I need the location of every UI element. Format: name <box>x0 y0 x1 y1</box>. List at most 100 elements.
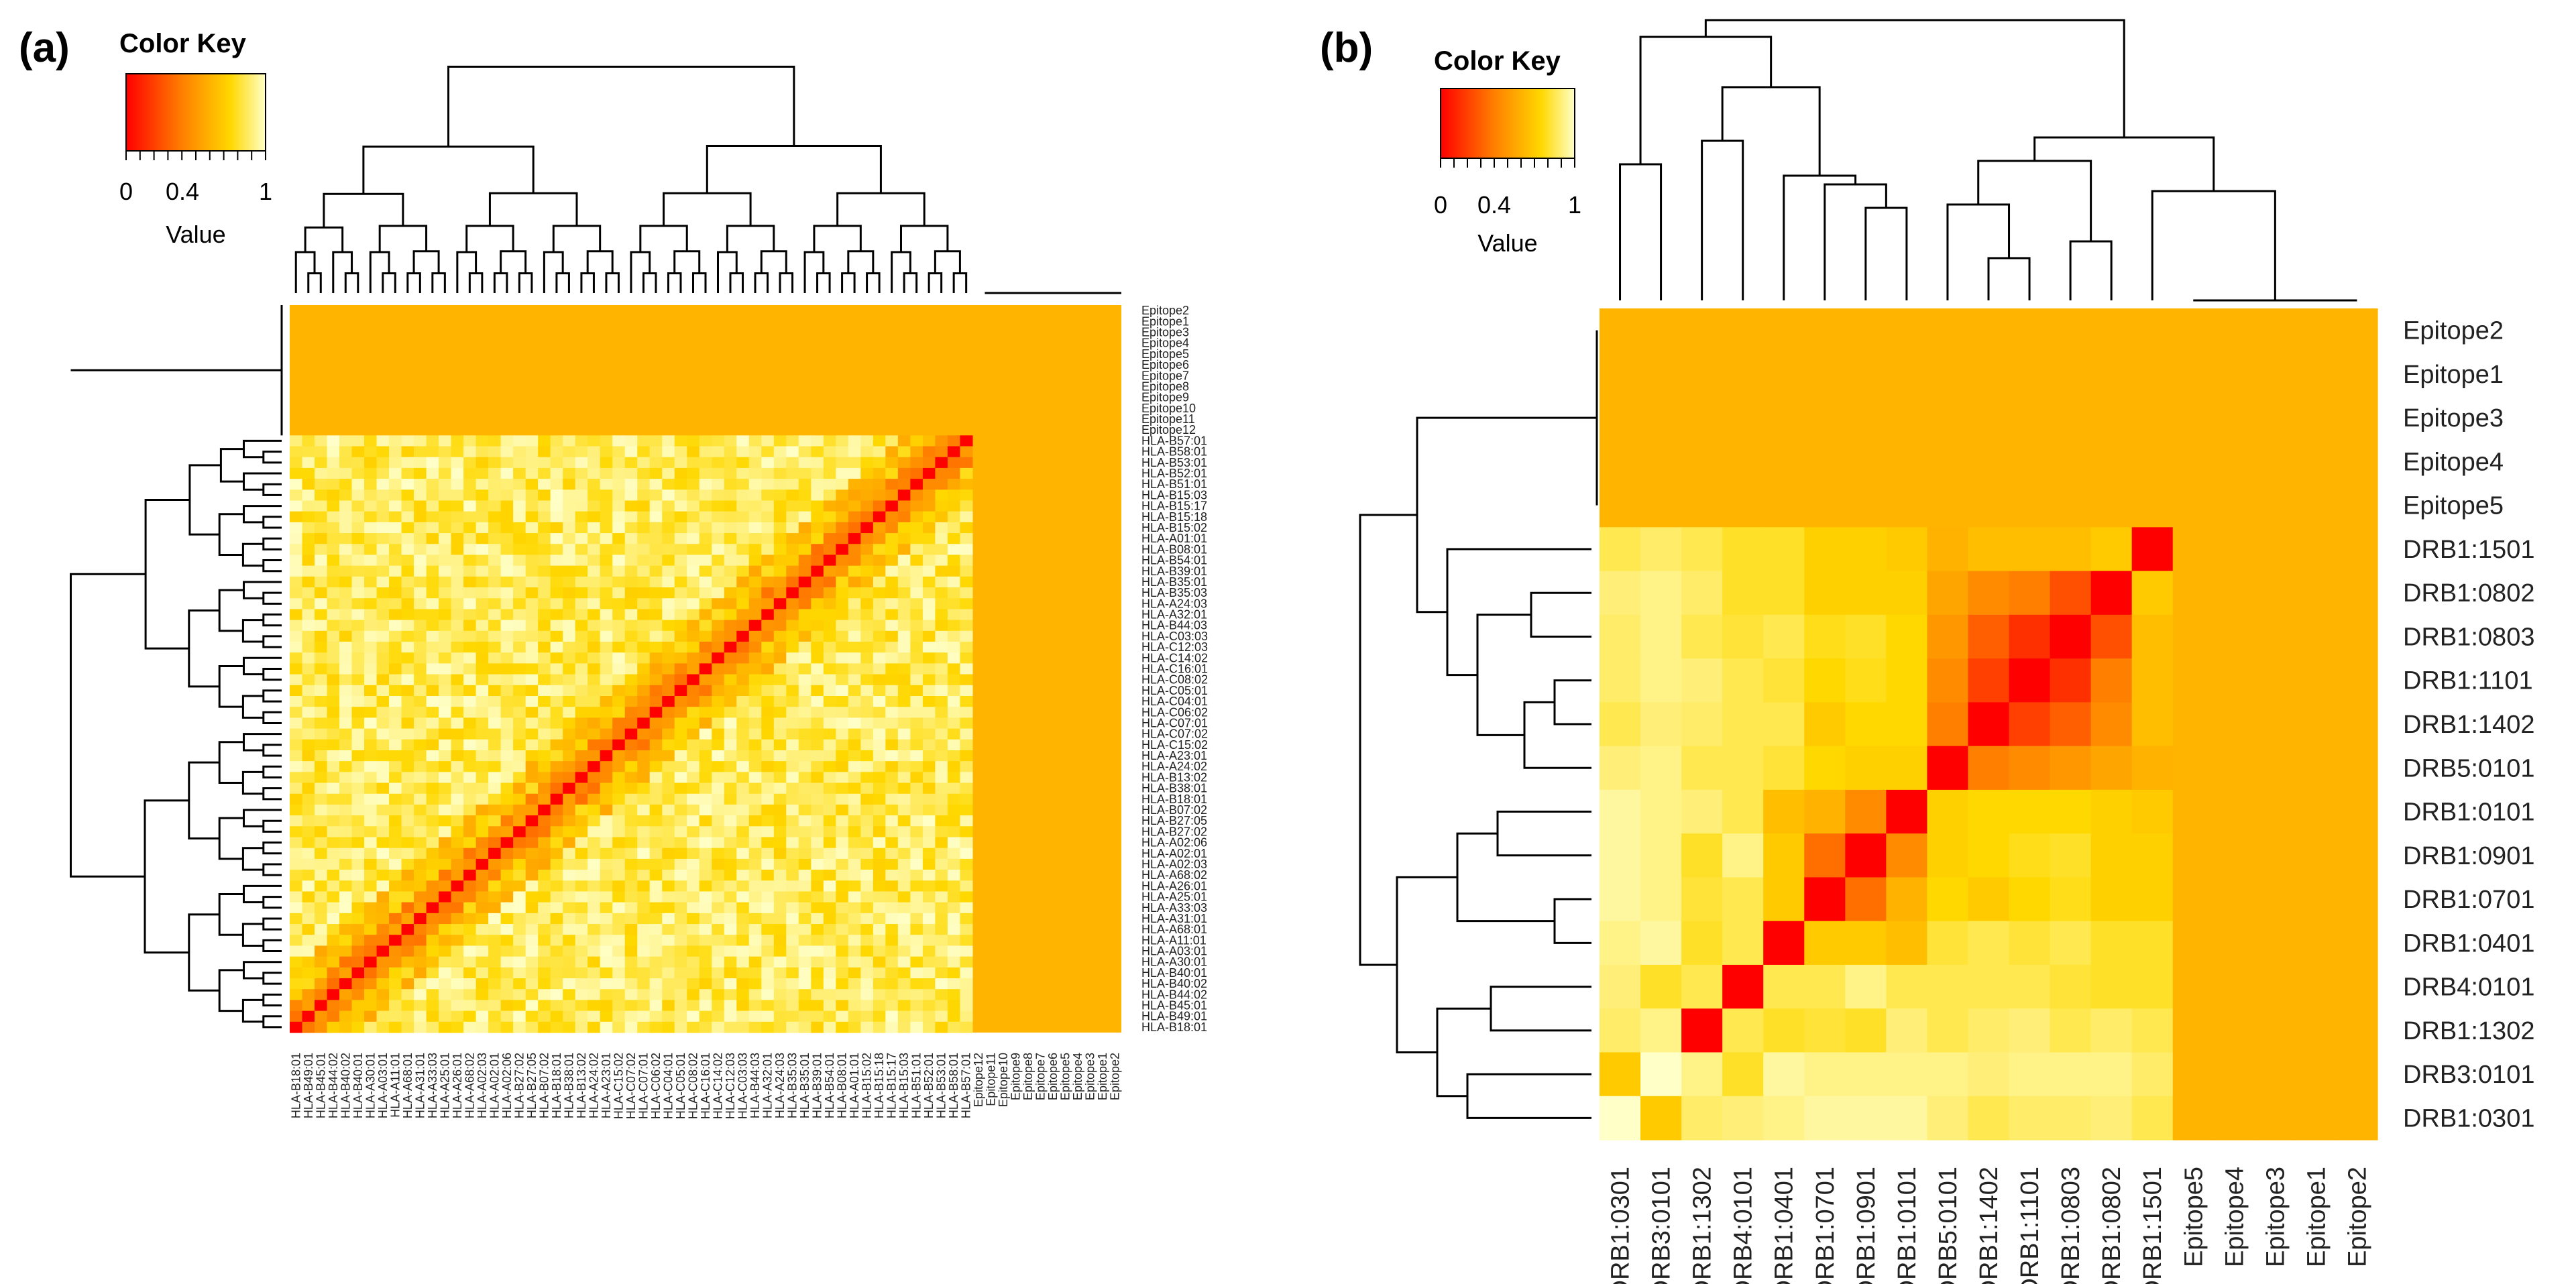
heatmap-a-cell <box>339 489 353 502</box>
heatmap-a-cell <box>500 815 514 827</box>
heatmap-a-cell <box>525 1010 539 1023</box>
heatmap-a-cell <box>761 935 775 947</box>
heatmap-a-cell <box>500 522 514 534</box>
heatmap-a-cell <box>364 804 378 816</box>
heatmap-a-cell <box>290 782 303 795</box>
heatmap-a-cell <box>550 891 563 903</box>
heatmap-b-cell <box>2213 964 2255 1009</box>
heatmap-a-cell <box>587 467 601 479</box>
heatmap-a-cell <box>475 815 489 827</box>
heatmap-a-cell <box>699 479 712 490</box>
heatmap-a-cell <box>439 978 452 990</box>
heatmap-a-cell <box>327 945 340 957</box>
heatmap-a-cell <box>773 924 787 935</box>
heatmap-a-cell <box>637 576 651 588</box>
heatmap-a-cell <box>836 707 849 718</box>
heatmap-b-cell <box>1927 352 1969 397</box>
heatmap-a-cell <box>823 891 836 903</box>
heatmap-a-cell <box>463 924 477 935</box>
heatmap-a-cell <box>624 739 638 751</box>
heatmap-a-cell <box>910 880 923 892</box>
heatmap-a-cell <box>736 1021 750 1033</box>
heatmap-a-cell <box>637 870 651 881</box>
heatmap-a-cell <box>575 804 588 816</box>
heatmap-b-cell <box>1886 964 1928 1009</box>
heatmap-a-cell <box>563 533 576 544</box>
heatmap-a-cell <box>389 598 402 610</box>
heatmap-a-cell <box>426 522 439 534</box>
heatmap-a-cell <box>960 1010 973 1023</box>
heatmap-b-cell <box>2050 439 2092 484</box>
heatmap-b-cell <box>1968 527 2010 572</box>
heatmap-a-cell <box>786 555 799 567</box>
heatmap-a-cell <box>836 837 849 849</box>
heatmap-a-cell <box>674 707 687 718</box>
heatmap-a-cell <box>947 685 961 697</box>
heatmap-a-cell <box>712 989 725 1001</box>
heatmap-a-cell <box>538 489 551 502</box>
heatmap-a-cell <box>786 782 799 795</box>
heatmap-a-cell <box>922 435 936 447</box>
heatmap-b-cell <box>2254 483 2296 528</box>
heatmap-b-cell <box>2336 1096 2378 1141</box>
heatmap-a-cell <box>439 1010 452 1023</box>
heatmap-a-cell <box>922 945 936 957</box>
heatmap-a-cell <box>550 695 563 707</box>
heatmap-a-cell <box>885 728 899 740</box>
heatmap-a-cell <box>885 707 899 718</box>
heatmap-a-cell <box>736 500 750 512</box>
heatmap-a-cell <box>600 750 613 762</box>
heatmap-a-cell <box>761 804 775 816</box>
heatmap-a-cell <box>922 978 936 990</box>
heatmap-a-cell <box>351 652 365 664</box>
heatmap-a-cell <box>736 902 750 914</box>
heatmap-a-cell <box>488 837 502 849</box>
heatmap-a-cell <box>563 1021 576 1033</box>
heatmap-a-cell <box>649 913 663 925</box>
heatmap-b-cell <box>2254 658 2296 703</box>
heatmap-b-cell <box>2172 1008 2215 1053</box>
heatmap-a-cell <box>513 685 526 697</box>
heatmap-a-cell <box>426 837 439 849</box>
heatmap-a-cell <box>475 956 489 968</box>
heatmap-b-cell <box>1804 352 1846 397</box>
heatmap-a-cell <box>724 761 737 772</box>
heatmap-a-cell <box>426 935 439 947</box>
heatmap-a-cell <box>575 750 588 762</box>
heatmap-a-cell <box>761 479 775 490</box>
heatmap-a-cell <box>525 913 539 925</box>
heatmap-a-cell <box>724 728 737 740</box>
dendrogram-branch <box>218 664 244 708</box>
heatmap-a-cell <box>612 956 626 968</box>
heatmap-b-cell <box>1886 527 1928 572</box>
heatmap-a-cell <box>302 609 315 621</box>
heatmap-a-cell <box>364 598 378 610</box>
heatmap-a-cell <box>935 750 948 762</box>
heatmap-b-cell <box>2213 1096 2255 1141</box>
heatmap-a-cell <box>761 870 775 881</box>
heatmap-a-cell <box>960 717 973 729</box>
heatmap-a-cell <box>885 1021 899 1033</box>
heatmap-a-cell <box>773 467 787 479</box>
heatmap-a-cell <box>389 870 402 881</box>
heatmap-a-cell <box>587 815 601 827</box>
heatmap-a-cell <box>389 772 402 784</box>
heatmap-a-cell <box>364 489 378 502</box>
heatmap-b-cell <box>2009 833 2051 878</box>
heatmap-a-cell <box>364 555 378 567</box>
heatmap-b-cell <box>1763 746 1805 791</box>
heatmap-a-cell <box>500 945 514 957</box>
heatmap-a-cell <box>475 739 489 751</box>
heatmap-a-cell <box>475 967 489 979</box>
heatmap-a-cell <box>860 793 874 805</box>
heatmap-a-cell <box>848 739 861 751</box>
heatmap-a-cell <box>302 446 315 458</box>
heatmap-a-cell <box>922 870 936 881</box>
heatmap-a-cell <box>414 978 427 990</box>
heatmap-a-cell <box>960 739 973 751</box>
heatmap-a-cell <box>699 804 712 816</box>
heatmap-a-cell <box>401 674 414 686</box>
heatmap-a-cell <box>687 609 700 621</box>
heatmap-a-cell <box>798 761 811 772</box>
heatmap-a-cell <box>873 728 886 740</box>
